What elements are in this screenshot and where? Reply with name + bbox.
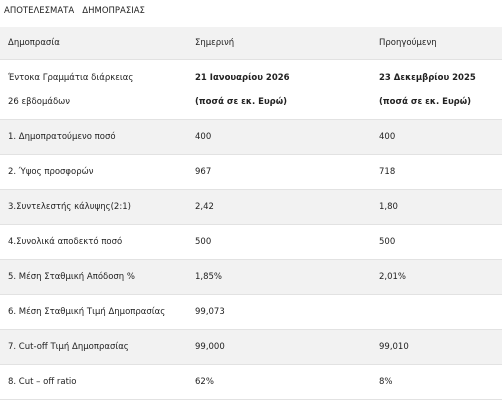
cell-line: Έντοκα Γραμμάτια διάρκειας: [8, 72, 134, 83]
page-title: ΑΠΟΤΕΛΕΣΜΑΤΑ ΔΗΜΟΠΡΑΣΙΑΣ: [4, 6, 145, 16]
table-cell: 1. Δημοπρατούμενο ποσό: [0, 119, 187, 155]
table-cell: 1,80: [371, 189, 502, 225]
table-cell: Έντοκα Γραμμάτια διάρκειας 26 εβδομάδων: [0, 59, 187, 120]
table-cell: 4.Συνολικά αποδεκτό ποσό: [0, 224, 187, 260]
table-row: 6. Μέση Σταθμική Τιμή Δημοπρασίας 99,073: [0, 294, 502, 330]
table-row: 2. Ύψος προσφορών 967 718: [0, 154, 502, 190]
table-cell: 8%: [371, 364, 502, 400]
table-row: 3.Συντελεστής κάλυψης(2:1) 2,42 1,80: [0, 189, 502, 225]
table-row: 5. Μέση Σταθμική Απόδοση % 1,85% 2,01%: [0, 259, 502, 295]
table-cell: 99,073: [187, 294, 371, 330]
table-cell: 21 Ιανουαρίου 2026 (ποσά σε εκ. Ευρώ): [187, 59, 371, 120]
table-row: Έντοκα Γραμμάτια διάρκειας 26 εβδομάδων 21…: [0, 59, 502, 120]
table-row: 1. Δημοπρατούμενο ποσό 400 400: [0, 119, 502, 155]
table-cell: 400: [371, 119, 502, 155]
table-cell: 718: [371, 154, 502, 190]
header-cell: Προηγούμενη: [371, 27, 502, 60]
table-row: 4.Συνολικά αποδεκτό ποσό 500 500: [0, 224, 502, 260]
cell-line: (ποσά σε εκ. Ευρώ): [195, 96, 288, 107]
table-cell: 2. Ύψος προσφορών: [0, 154, 187, 190]
header-row: Δημοπρασία Σημερινή Προηγούμενη: [0, 27, 502, 60]
table-cell: 2,01%: [371, 259, 502, 295]
table-cell: 7. Cut-off Τιμή Δημοπρασίας: [0, 329, 187, 365]
table-cell: 967: [187, 154, 371, 190]
cell-line: 21 Ιανουαρίου 2026: [195, 72, 290, 83]
table-cell: 62%: [187, 364, 371, 400]
table-row: 7. Cut-off Τιμή Δημοπρασίας 99,000 99,010: [0, 329, 502, 365]
results-table: Δημοπρασία Σημερινή Προηγούμενη Έντοκα Γραμ…: [0, 27, 502, 400]
table-cell: [371, 294, 502, 330]
header-cell: Δημοπρασία: [0, 27, 187, 60]
table-cell: 5. Μέση Σταθμική Απόδοση %: [0, 259, 187, 295]
header-cell: Σημερινή: [187, 27, 371, 60]
table-cell: 500: [187, 224, 371, 260]
table-cell: 1,85%: [187, 259, 371, 295]
cell-line: 26 εβδομάδων: [8, 96, 71, 107]
table-row: 8. Cut – off ratio 62% 8%: [0, 364, 502, 400]
table-cell: 6. Μέση Σταθμική Τιμή Δημοπρασίας: [0, 294, 187, 330]
table-cell: 8. Cut – off ratio: [0, 364, 187, 400]
table-cell: 23 Δεκεμβρίου 2025 (ποσά σε εκ. Ευρώ): [371, 59, 502, 120]
table-cell: 500: [371, 224, 502, 260]
cell-line: (ποσά σε εκ. Ευρώ): [379, 96, 472, 107]
table-cell: 400: [187, 119, 371, 155]
table-cell: 3.Συντελεστής κάλυψης(2:1): [0, 189, 187, 225]
cell-line: 23 Δεκεμβρίου 2025: [379, 72, 476, 83]
table-cell: 2,42: [187, 189, 371, 225]
table-cell: 99,000: [187, 329, 371, 365]
table-cell: 99,010: [371, 329, 502, 365]
